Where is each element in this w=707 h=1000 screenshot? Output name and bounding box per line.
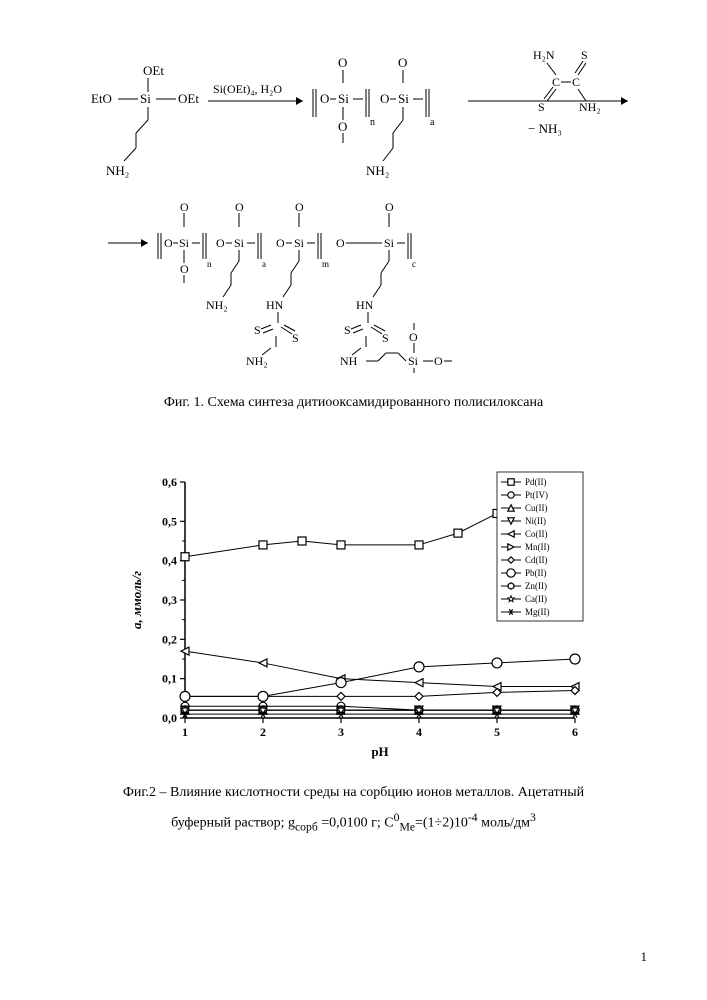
svg-text:a, ммоль/г: a, ммоль/г [129,571,144,629]
reagent2-dithiooxamide: H₂N S C C S NH₂ [533,48,601,114]
fig2-chart: 0,00,10,20,30,40,50,6123456pHa, ммоль/г … [125,470,585,760]
svg-text:Mg(II): Mg(II) [525,607,550,617]
svg-text:c: c [412,259,416,269]
svg-text:H₂N: H₂N [533,48,555,62]
svg-text:C: C [552,75,560,89]
fig1-reaction-scheme: OEt EtO Si OEt NH₂ Si(OEt)₄, H₂O O O Si … [88,45,638,375]
page-number: 1 [641,949,648,965]
svg-text:O: O [295,200,304,214]
svg-text:Pb(II): Pb(II) [525,568,547,578]
reagent1: OEt EtO Si OEt NH₂ [91,63,199,178]
svg-text:Pd(II): Pd(II) [525,477,547,487]
svg-text:0,0: 0,0 [162,711,177,725]
svg-text:Si: Si [398,91,409,106]
svg-text:NH₂: NH₂ [579,100,601,114]
svg-text:O: O [434,354,443,368]
svg-text:O: O [336,236,345,250]
svg-text:pH: pH [371,744,388,759]
svg-text:O: O [180,200,189,214]
svg-text:C: C [572,75,580,89]
svg-text:n: n [370,117,375,128]
svg-text:a: a [262,259,266,269]
svg-text:EtO: EtO [91,91,112,106]
svg-text:Cu(II): Cu(II) [525,503,548,513]
svg-text:2: 2 [260,725,266,739]
svg-text:O: O [180,262,189,276]
svg-text:Cd(II): Cd(II) [525,555,548,565]
svg-text:0,5: 0,5 [162,514,177,528]
svg-text:3: 3 [338,725,344,739]
reaction-scheme-svg: OEt EtO Si OEt NH₂ Si(OEt)₄, H₂O O O Si … [88,45,638,375]
svg-text:NH₂: NH₂ [106,163,129,178]
svg-text:O: O [235,200,244,214]
svg-text:0,1: 0,1 [162,672,177,686]
svg-text:S: S [344,323,351,337]
svg-text:S: S [292,331,299,345]
svg-text:Si: Si [179,236,190,250]
svg-text:O: O [380,91,389,106]
fig1-caption: Фиг. 1. Схема синтеза дитиооксамидирован… [0,395,707,411]
svg-text:6: 6 [572,725,578,739]
svg-text:HN: HN [356,298,374,312]
svg-text:− NH₃: − NH₃ [528,121,562,136]
svg-text:O: O [164,236,173,250]
svg-text:Si: Si [294,236,305,250]
svg-text:OEt: OEt [143,63,164,78]
svg-text:S: S [581,48,588,62]
svg-text:0,6: 0,6 [162,475,177,489]
svg-text:Ni(II): Ni(II) [525,516,546,526]
fig2-caption: Фиг.2 – Влияние кислотности среды на сор… [0,780,707,838]
svg-text:5: 5 [494,725,500,739]
svg-text:NH₂: NH₂ [366,163,389,178]
svg-text:O: O [385,200,394,214]
svg-text:O: O [338,55,347,70]
svg-text:S: S [382,331,389,345]
svg-text:n: n [207,259,212,269]
svg-text:O: O [320,91,329,106]
svg-text:NH₂: NH₂ [246,354,268,368]
svg-text:S: S [538,100,545,114]
chart-svg: 0,00,10,20,30,40,50,6123456pHa, ммоль/г … [125,470,585,760]
svg-text:NH: NH [340,354,358,368]
svg-text:Pt(IV): Pt(IV) [525,490,548,500]
arrow2: − NH₃ [468,97,628,136]
svg-text:O: O [338,119,347,134]
arrow1: Si(OEt)₄, H₂O [208,82,303,105]
svg-text:1: 1 [182,725,188,739]
svg-text:S: S [254,323,261,337]
svg-text:Si: Si [408,354,419,368]
svg-text:Co(II): Co(II) [525,529,548,539]
svg-text:Si: Si [234,236,245,250]
svg-text:O: O [398,55,407,70]
svg-text:0,2: 0,2 [162,632,177,646]
svg-text:Ca(II): Ca(II) [525,594,547,604]
svg-text:O: O [216,236,225,250]
svg-text:OEt: OEt [178,91,199,106]
svg-text:m: m [322,259,329,269]
svg-text:Mn(II): Mn(II) [525,542,550,552]
svg-text:Si(OEt)₄, H₂O: Si(OEt)₄, H₂O [213,82,282,96]
intermediate: O O Si n O O O Si a NH₂ [313,55,435,178]
svg-text:Si: Si [140,91,151,106]
svg-text:Si: Si [384,236,395,250]
svg-text:HN: HN [266,298,284,312]
svg-text:Zn(II): Zn(II) [525,581,547,591]
svg-text:Si: Si [338,91,349,106]
arrow3 [108,239,148,247]
svg-text:0,4: 0,4 [162,554,177,568]
svg-text:O: O [409,330,418,344]
svg-text:a: a [430,117,435,128]
svg-text:O: O [276,236,285,250]
product: O O Si n O O O Si a [158,200,452,373]
svg-text:NH₂: NH₂ [206,298,228,312]
svg-text:4: 4 [416,725,422,739]
svg-text:0,3: 0,3 [162,593,177,607]
